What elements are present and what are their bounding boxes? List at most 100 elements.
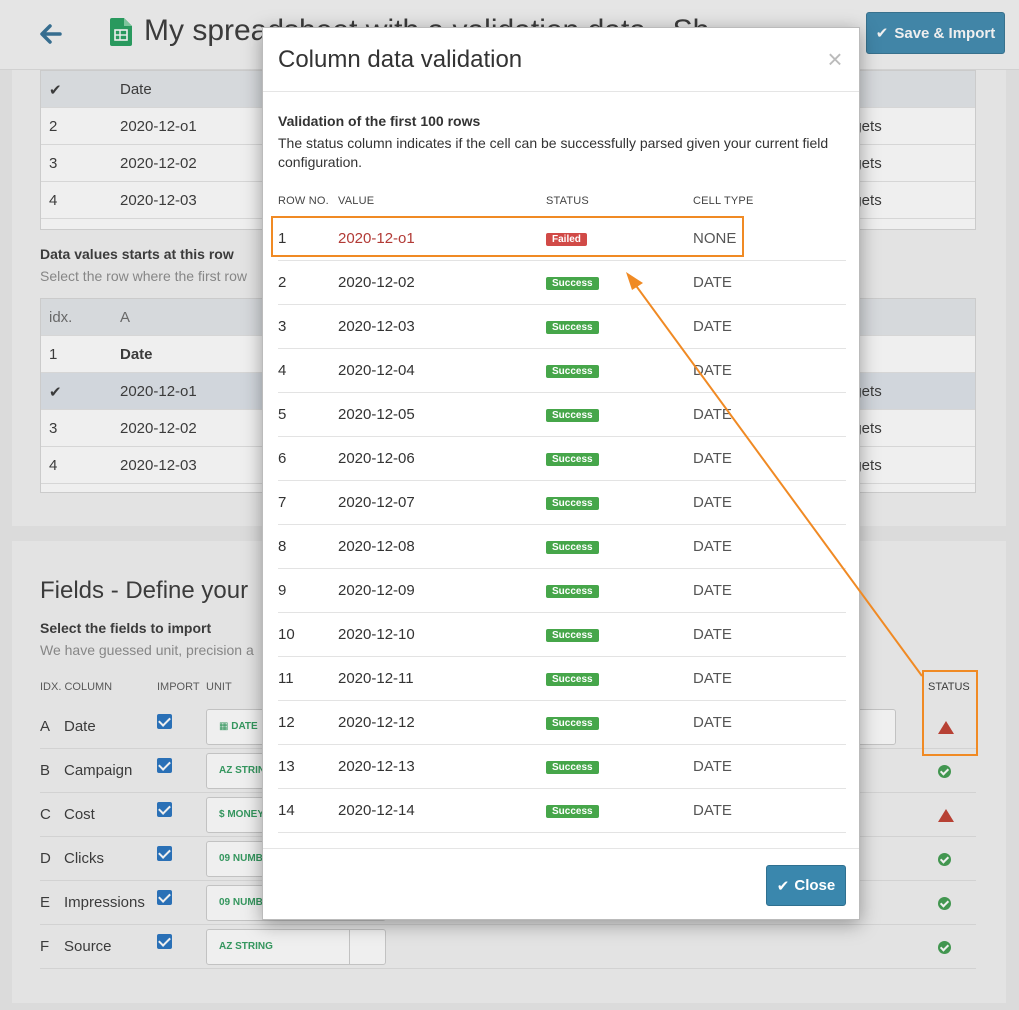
cell-type: DATE (693, 450, 732, 467)
validation-row: 3 2020-12-03 Success DATE (278, 305, 846, 349)
check-icon: ✔ (776, 877, 790, 895)
column-header: IMPORT (157, 681, 200, 693)
import-checkbox[interactable] (157, 802, 172, 817)
calendar-icon: ▦ (219, 721, 232, 732)
close-icon[interactable]: × (827, 44, 843, 74)
validation-row: 1 2020-12-o1 Failed NONE (278, 217, 846, 261)
cell-value: 2020-12-06 (338, 450, 415, 467)
validation-row: 11 2020-12-11 Success DATE (278, 657, 846, 701)
row-number: 8 (278, 538, 287, 555)
success-icon (938, 765, 951, 778)
save-import-button[interactable]: ✔ Save & Import (866, 12, 1005, 54)
status-badge: Success (546, 365, 599, 378)
status-column-header: STATUS (928, 681, 970, 693)
import-checkbox[interactable] (157, 758, 172, 773)
cell-value: 2020-12-o1 (338, 230, 415, 247)
validation-description: The status column indicates if the cell … (278, 135, 829, 170)
cell-type: DATE (693, 626, 732, 643)
validation-row: 13 2020-12-13 Success DATE (278, 745, 846, 789)
import-checkbox[interactable] (157, 714, 172, 729)
success-icon (938, 941, 951, 954)
annotation-highlight-status (922, 670, 978, 756)
row-number: 6 (278, 450, 287, 467)
status-badge: Success (546, 277, 599, 290)
validation-row: 2 2020-12-02 Success DATE (278, 261, 846, 305)
validation-row: 4 2020-12-04 Success DATE (278, 349, 846, 393)
modal-title: Column data validation (278, 46, 523, 73)
row-number: 12 (278, 714, 295, 731)
data-start-heading: Data values starts at this row (40, 246, 234, 262)
success-icon (938, 897, 951, 910)
row-number: 4 (278, 362, 287, 379)
modal-footer: ✔ Close (263, 848, 859, 920)
cell-type: DATE (693, 406, 732, 423)
column-header: UNIT (206, 681, 232, 693)
cell-value: 2020-12-03 (338, 318, 415, 335)
cell-type: DATE (693, 538, 732, 555)
column-header-value: VALUE (338, 195, 375, 207)
status-badge: Success (546, 453, 599, 466)
modal-header: Column data validation × (263, 28, 859, 92)
validation-row: 14 2020-12-14 Success DATE (278, 789, 846, 833)
fields-subtext: We have guessed unit, precision a (40, 642, 254, 658)
row-number: 7 (278, 494, 287, 511)
cell-value: 2020-12-11 (338, 670, 414, 687)
cell-type: DATE (693, 362, 732, 379)
close-button-label: Close (794, 877, 836, 894)
validation-row: 5 2020-12-05 Success DATE (278, 393, 846, 437)
cell-type: DATE (693, 670, 732, 687)
cell-type: DATE (693, 274, 732, 291)
validation-row: 6 2020-12-06 Success DATE (278, 437, 846, 481)
status-badge: Success (546, 717, 599, 730)
cell-type: DATE (693, 714, 732, 731)
status-badge: Success (546, 321, 599, 334)
cell-value: 2020-12-12 (338, 714, 415, 731)
validation-row: 9 2020-12-09 Success DATE (278, 569, 846, 613)
validation-row: 8 2020-12-08 Success DATE (278, 525, 846, 569)
close-button[interactable]: ✔ Close (766, 865, 846, 906)
check-icon: ✔ (49, 82, 62, 99)
row-number: 5 (278, 406, 287, 423)
save-import-label: Save & Import (894, 24, 996, 42)
cell-value: 2020-12-14 (338, 802, 415, 819)
cell-type: DATE (693, 582, 732, 599)
fields-heading: Select the fields to import (40, 620, 212, 636)
status-badge: Success (546, 805, 599, 818)
column-header-cell-type: CELL TYPE (693, 195, 754, 207)
success-icon (938, 853, 951, 866)
validation-heading: Validation of the first 100 rows (278, 113, 481, 129)
cell-type: DATE (693, 758, 732, 775)
import-checkbox[interactable] (157, 846, 172, 861)
row-number: 10 (278, 626, 295, 643)
annotation-highlight-failed-row (271, 216, 744, 257)
status-badge: Success (546, 673, 599, 686)
status-badge: Success (546, 761, 599, 774)
cell-value: 2020-12-09 (338, 582, 415, 599)
row-number: 2 (278, 274, 287, 291)
validation-row: 12 2020-12-12 Success DATE (278, 701, 846, 745)
validation-row: 10 2020-12-10 Success DATE (278, 613, 846, 657)
cell-type: DATE (693, 318, 732, 335)
import-checkbox[interactable] (157, 934, 172, 949)
cell-value: 2020-12-05 (338, 406, 415, 423)
status-badge: Failed (546, 233, 587, 246)
import-checkbox[interactable] (157, 890, 172, 905)
field-row-source: F Source AZ STRING (40, 925, 976, 969)
cell-type: DATE (693, 802, 732, 819)
spreadsheet-icon (110, 18, 132, 46)
check-icon: ✔ (49, 384, 62, 401)
back-arrow-icon[interactable] (38, 22, 62, 46)
unit-select[interactable]: AZ STRING (206, 929, 386, 965)
cell-type: NONE (693, 230, 737, 247)
status-badge: Success (546, 585, 599, 598)
cell-value: 2020-12-02 (338, 274, 415, 291)
chevron-down-icon (349, 930, 385, 964)
row-number: 1 (278, 230, 287, 247)
fields-title: Fields - Define your (40, 577, 249, 604)
column-header-status: STATUS (546, 195, 589, 207)
status-badge: Success (546, 409, 599, 422)
cell-value: 2020-12-07 (338, 494, 415, 511)
row-number: 13 (278, 758, 295, 775)
row-number: 11 (278, 670, 294, 687)
warning-icon (938, 721, 954, 734)
